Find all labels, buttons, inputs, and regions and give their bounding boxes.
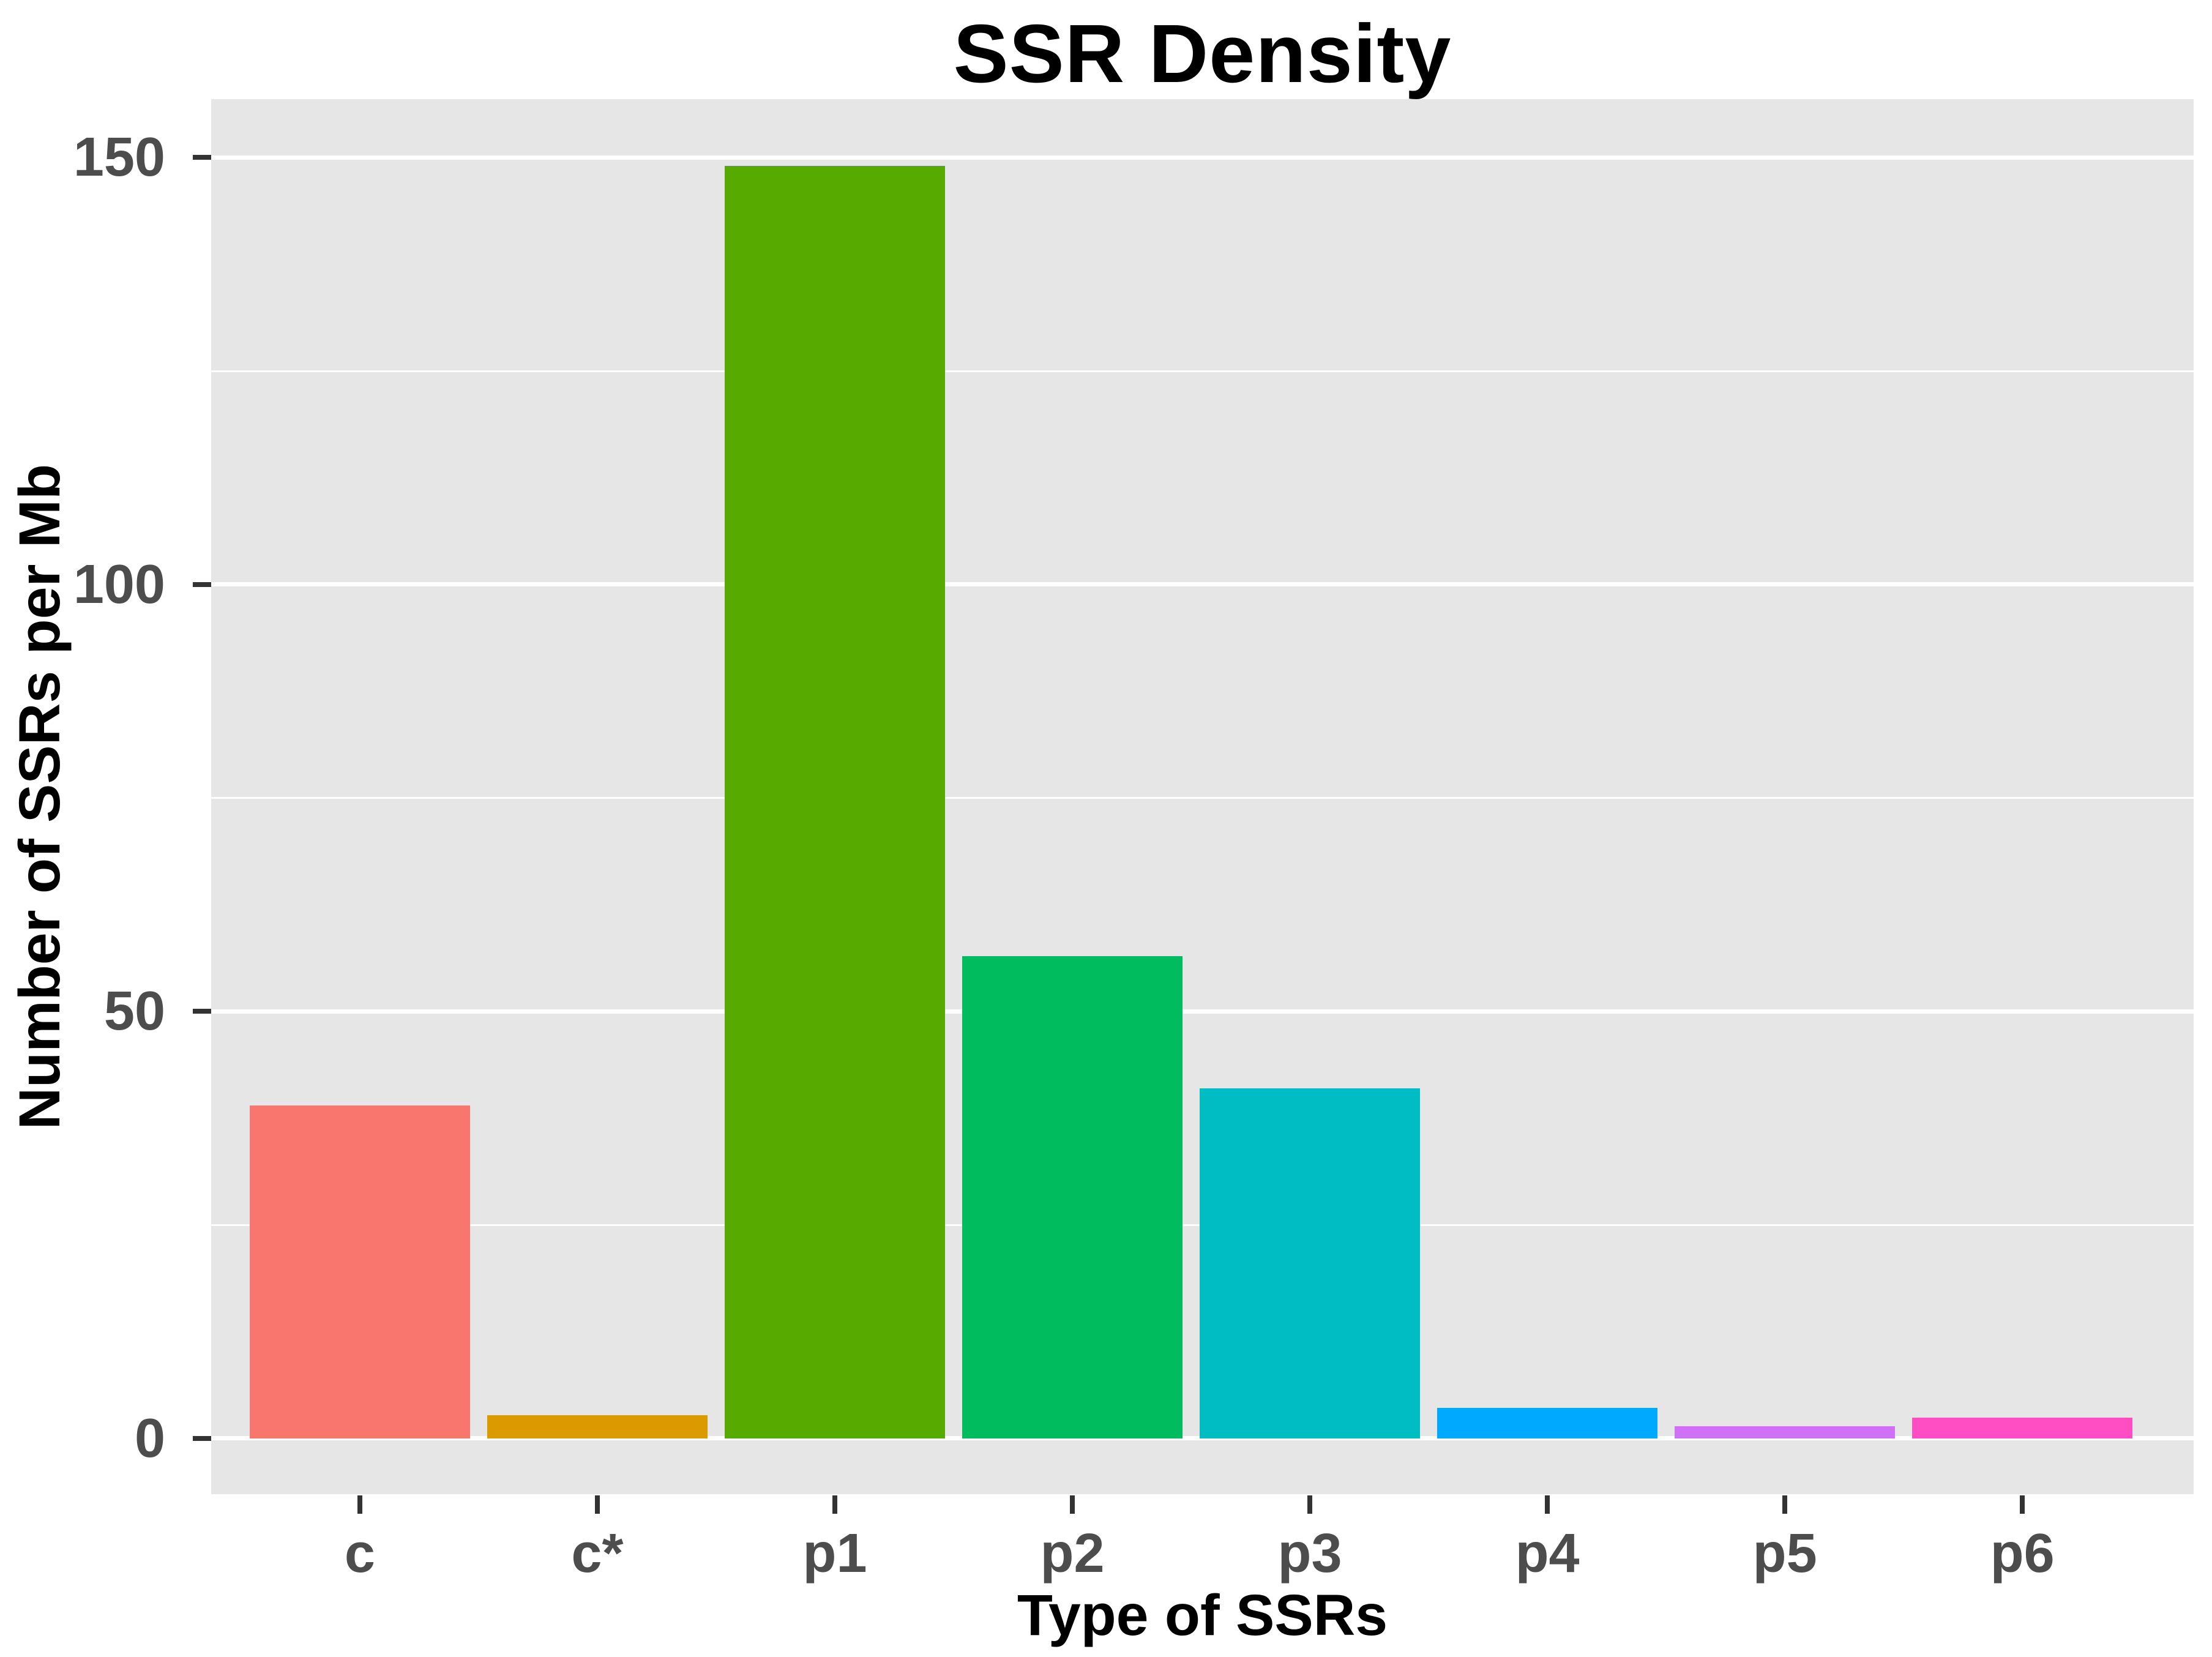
plot-panel	[211, 99, 2194, 1494]
bar-p3	[1200, 1088, 1420, 1438]
major-gridline	[211, 1436, 2194, 1441]
x-axis-title: Type of SSRs	[1017, 1583, 1388, 1648]
bar-p4	[1437, 1407, 1657, 1438]
x-tick-mark	[1070, 1495, 1075, 1514]
minor-gridline	[211, 370, 2194, 372]
major-gridline	[211, 582, 2194, 587]
y-tick-mark	[193, 1009, 211, 1014]
bar-p2	[962, 956, 1183, 1438]
x-tick-label-p1: p1	[802, 1523, 867, 1584]
bar-c	[249, 1105, 470, 1438]
major-gridline	[211, 1009, 2194, 1014]
bar-c*	[487, 1415, 708, 1438]
minor-gridline	[211, 797, 2194, 799]
x-tick-mark	[1307, 1495, 1313, 1514]
x-tick-mark	[832, 1495, 837, 1514]
x-tick-label-p2: p2	[1040, 1523, 1105, 1584]
y-axis: 0 50 100 150	[0, 99, 211, 1494]
x-tick-mark	[2020, 1495, 2025, 1514]
x-tick-label-p5: p5	[1752, 1523, 1817, 1584]
y-tick-label: 50	[103, 981, 165, 1042]
bar-p6	[1912, 1418, 2133, 1438]
y-tick-mark	[193, 582, 211, 587]
y-tick-label: 0	[134, 1407, 165, 1469]
y-tick-label: 150	[73, 127, 165, 189]
x-tick-mark	[1782, 1495, 1788, 1514]
x-tick-mark	[594, 1495, 600, 1514]
x-tick-label-p6: p6	[1990, 1523, 2055, 1584]
y-tick-label: 100	[73, 553, 165, 615]
x-tick-label-c: c	[344, 1523, 375, 1584]
x-axis: c c* p1 p2 p3 p4 p5 p6	[211, 1494, 2194, 1657]
x-tick-label-c*: c*	[571, 1523, 624, 1584]
bar-p1	[725, 166, 945, 1438]
x-tick-label-p4: p4	[1515, 1523, 1580, 1584]
y-tick-mark	[193, 1435, 211, 1441]
x-tick-mark	[1545, 1495, 1550, 1514]
bar-p5	[1675, 1426, 1896, 1438]
chart-title: SSR Density	[953, 7, 1452, 100]
x-tick-mark	[357, 1495, 362, 1514]
x-tick-label-p3: p3	[1277, 1523, 1342, 1584]
major-gridline	[211, 155, 2194, 160]
y-tick-mark	[193, 155, 211, 160]
